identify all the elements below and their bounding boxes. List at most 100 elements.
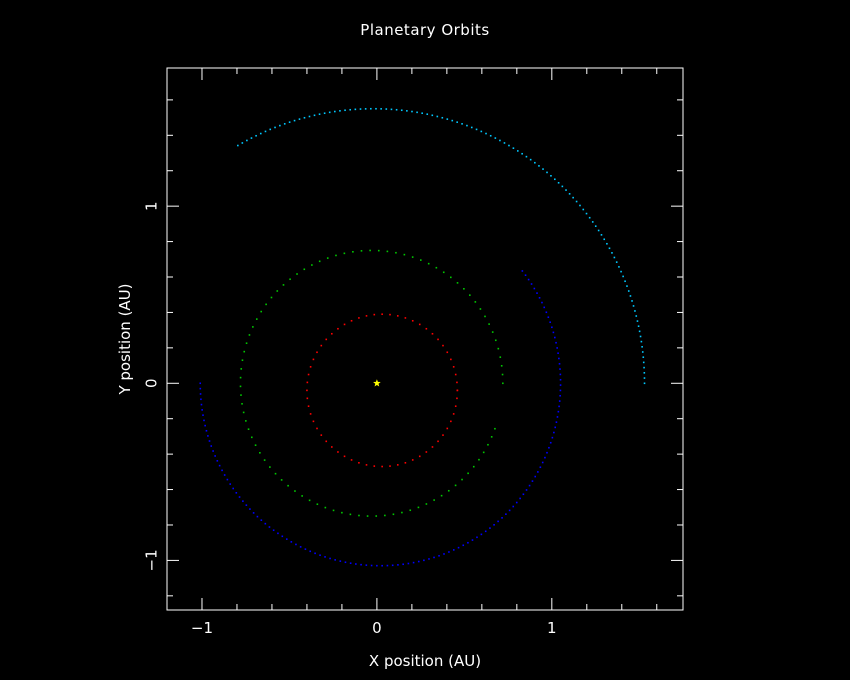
orbit-point: [467, 541, 469, 544]
orbit-point: [497, 520, 499, 523]
orbit-point: [639, 335, 642, 338]
orbit-point: [416, 111, 418, 114]
orbit-point: [397, 564, 399, 566]
orbit-point: [480, 533, 483, 536]
orbit-point: [369, 249, 371, 252]
orbit-point: [447, 489, 450, 492]
orbit-point: [461, 478, 463, 481]
orbit-point: [433, 499, 435, 501]
orbit-point: [401, 511, 403, 514]
orbit-point: [454, 484, 457, 487]
orbit-point: [528, 484, 531, 487]
orbit-point: [381, 313, 383, 316]
orbit-point: [312, 358, 315, 361]
orbit-point: [463, 288, 465, 290]
orbit-point: [316, 427, 318, 430]
orbit-point: [620, 270, 622, 273]
orbit-point: [457, 546, 460, 549]
orbit-point: [553, 431, 555, 434]
orbit-point: [529, 158, 532, 161]
orbit-point: [255, 318, 258, 320]
orbit-point: [450, 276, 452, 279]
y-tick-label: 1: [143, 201, 161, 211]
orbit-point: [259, 132, 262, 135]
orbit-point: [417, 506, 420, 509]
orbit-point: [450, 420, 452, 423]
orbit-point: [454, 373, 457, 376]
orbit-point: [525, 155, 528, 158]
orbit-point: [624, 280, 626, 283]
orbit-point: [469, 294, 471, 296]
orbit-point: [360, 563, 362, 566]
chart-title: Planetary Orbits: [360, 21, 489, 39]
orbit-point: [478, 458, 480, 461]
orbit-point: [245, 342, 248, 345]
orbit-point: [442, 271, 445, 274]
orbit-point: [494, 137, 497, 139]
orbit-point: [629, 295, 632, 297]
orbit-point: [499, 139, 501, 142]
orbit-point: [642, 356, 645, 358]
orbit-point: [202, 414, 204, 416]
y-tick-label: 0: [143, 379, 161, 389]
orbit-point: [199, 387, 202, 390]
orbit-point: [452, 366, 455, 368]
orbit-point: [640, 340, 643, 343]
orbit-point: [343, 455, 346, 458]
orbit-point: [522, 493, 525, 496]
orbit-point: [237, 144, 239, 147]
orbit-point: [643, 377, 646, 379]
orbit-point: [558, 400, 561, 402]
orbit-point: [199, 393, 202, 395]
orbit-point: [395, 251, 397, 254]
orbit-point: [365, 315, 368, 317]
orbit-point: [635, 315, 638, 317]
orbit-point: [373, 313, 376, 316]
orbit-point: [325, 338, 328, 341]
orbit-point: [503, 142, 506, 144]
orbit-point: [240, 394, 242, 396]
orbit-point: [643, 372, 646, 374]
orbit-point: [285, 538, 288, 540]
orbit-point: [615, 261, 618, 263]
orbit-point: [392, 513, 395, 516]
orbit-series: [199, 107, 646, 567]
orbit-point: [411, 256, 414, 258]
orbit-point: [551, 436, 554, 439]
orbit-point: [325, 440, 328, 443]
orbit-point: [502, 382, 504, 385]
orbit-point: [556, 416, 559, 418]
orbit-point: [554, 426, 557, 429]
orbit-point: [343, 323, 346, 326]
orbit-point: [476, 536, 478, 539]
orbit-point: [423, 559, 425, 562]
orbit-point: [301, 495, 303, 497]
orbit-point: [314, 552, 316, 555]
orbit-point: [403, 253, 406, 256]
orbit-point: [482, 451, 485, 454]
orbit-point: [541, 461, 544, 464]
orbit-point: [487, 443, 489, 446]
orbit-point: [438, 554, 440, 557]
orbit-point: [516, 150, 519, 152]
orbit-2: [239, 249, 504, 517]
orbit-point: [395, 108, 398, 111]
orbit-point: [435, 266, 438, 269]
orbit-point: [306, 389, 308, 392]
orbit-point: [308, 115, 311, 118]
orbit-point: [643, 382, 646, 385]
orbit-point: [239, 385, 242, 388]
orbit-point: [559, 384, 562, 386]
orbit-point: [545, 311, 548, 314]
orbit-point: [203, 419, 205, 422]
orbit-point: [555, 421, 558, 423]
orbit-point: [426, 113, 429, 116]
orbit-point: [441, 116, 444, 119]
orbit-point: [603, 238, 606, 241]
orbit-point: [324, 506, 327, 509]
orbit-4: [237, 107, 646, 385]
orbit-point: [364, 108, 367, 110]
orbit-point: [376, 564, 378, 567]
orbit-point: [200, 403, 203, 406]
orbit-point: [467, 472, 469, 475]
